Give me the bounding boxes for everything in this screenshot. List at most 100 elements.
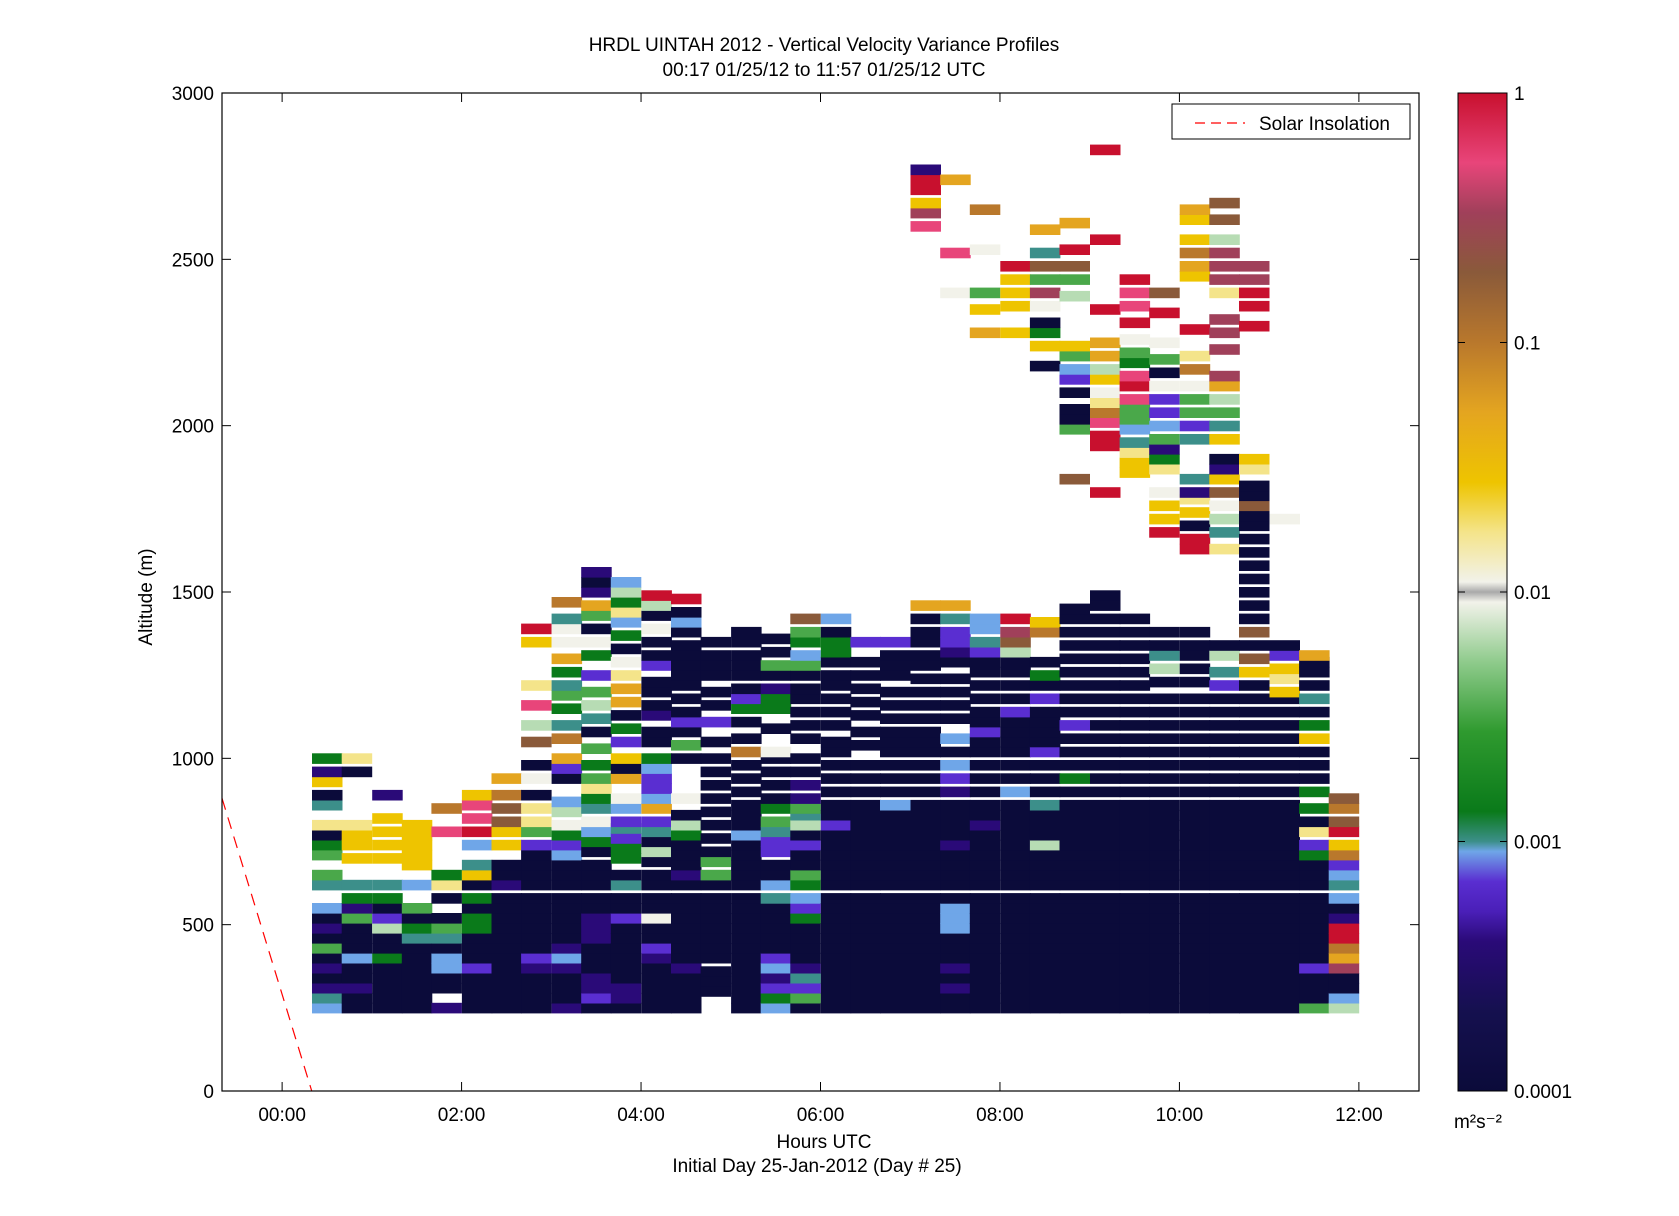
heatmap-cell <box>880 700 911 711</box>
chart-title: HRDL UINTAH 2012 - Vertical Velocity Var… <box>589 35 1060 56</box>
heatmap-cell <box>910 700 941 711</box>
heatmap-cell <box>1000 656 1031 668</box>
heatmap-cell <box>940 839 971 851</box>
heatmap-cell <box>700 856 732 868</box>
heatmap-cell <box>671 992 702 1004</box>
y-tick-label: 0 <box>203 1082 214 1103</box>
heatmap-cell <box>1119 457 1151 468</box>
heatmap-cell <box>551 1002 583 1014</box>
heatmap-cell <box>1059 992 1090 1004</box>
heatmap-cell <box>491 803 522 814</box>
heatmap-cell <box>671 617 702 628</box>
heatmap-cell <box>671 829 702 841</box>
heatmap-cell <box>431 893 462 904</box>
heatmap-cell <box>641 610 672 621</box>
heatmap-cell <box>731 893 762 904</box>
heatmap-cell <box>910 819 941 831</box>
heatmap-cell <box>521 1002 552 1014</box>
heatmap-cell <box>1299 680 1330 691</box>
heatmap-cell <box>1119 640 1151 651</box>
heatmap-cell <box>1209 799 1240 811</box>
heatmap-cell <box>1029 247 1061 259</box>
heatmap-cell <box>641 676 672 688</box>
heatmap-cell <box>790 992 821 1004</box>
heatmap-cell <box>1059 424 1090 435</box>
heatmap-cell <box>401 952 433 964</box>
heatmap-cell <box>641 879 672 891</box>
heatmap-cell <box>610 816 642 828</box>
heatmap-cell <box>940 859 971 871</box>
heatmap-cell <box>641 623 672 635</box>
heatmap-cell <box>461 826 493 838</box>
heatmap-cell <box>731 869 762 881</box>
heatmap-cell <box>1029 716 1061 728</box>
heatmap-cell <box>1149 513 1180 525</box>
heatmap-cell <box>700 806 732 818</box>
heatmap-cell <box>1000 327 1031 339</box>
heatmap-cell <box>671 809 702 821</box>
heatmap-cell <box>1209 693 1240 705</box>
heatmap-cell <box>820 706 852 718</box>
heatmap-cell <box>1179 407 1211 418</box>
heatmap-cell <box>1179 324 1211 335</box>
heatmap-cell <box>341 913 373 924</box>
heatmap-cell <box>1149 640 1180 651</box>
heatmap-cell <box>760 893 792 904</box>
heatmap-cell <box>461 972 493 984</box>
heatmap-cell <box>1179 962 1211 974</box>
heatmap-cell <box>940 613 971 625</box>
heatmap-cell <box>1209 972 1240 984</box>
heatmap-cell <box>1149 337 1180 349</box>
heatmap-cell <box>1059 414 1090 425</box>
heatmap-cell <box>940 686 971 698</box>
heatmap-cell <box>820 819 852 831</box>
heatmap-cell <box>671 706 702 718</box>
heatmap-cell <box>521 893 552 904</box>
heatmap-cell <box>969 760 1001 771</box>
heatmap-cell <box>1059 340 1090 352</box>
heatmap-cell <box>1149 463 1180 475</box>
heatmap-cell <box>1149 839 1180 851</box>
heatmap-cell <box>969 613 1001 625</box>
heatmap-cell <box>671 982 702 994</box>
heatmap-cell <box>1179 533 1211 545</box>
heatmap-cell <box>1119 437 1151 448</box>
heatmap-cell <box>341 992 373 1004</box>
heatmap-cell <box>940 673 971 685</box>
heatmap-cell <box>1149 962 1180 974</box>
heatmap-cell <box>1119 357 1151 369</box>
heatmap-cell <box>1090 903 1121 914</box>
heatmap-cell <box>461 879 493 891</box>
heatmap-cell <box>312 982 343 994</box>
heatmap-cell <box>1000 693 1031 705</box>
heatmap-cell <box>1299 933 1330 944</box>
heatmap-cell <box>1119 786 1151 798</box>
heatmap-cell <box>1090 879 1121 891</box>
heatmap-cell <box>372 893 403 904</box>
heatmap-cell <box>1090 992 1121 1004</box>
heatmap-cell <box>1239 923 1270 934</box>
heatmap-cell <box>1179 746 1211 758</box>
heatmap-cell <box>1179 819 1211 831</box>
heatmap-cell <box>820 693 852 705</box>
heatmap-cell <box>940 600 971 611</box>
heatmap-cell <box>820 943 852 954</box>
heatmap-cell <box>1149 859 1180 871</box>
heatmap-cell <box>461 943 493 954</box>
heatmap-cell <box>641 943 672 954</box>
heatmap-cell <box>1059 962 1090 974</box>
heatmap-cell <box>1179 879 1211 891</box>
heatmap-cell <box>880 903 911 914</box>
heatmap-cell <box>641 650 672 661</box>
heatmap-cell <box>551 720 583 731</box>
heatmap-cell <box>731 799 762 811</box>
colorbar-tick-label: 1 <box>1514 84 1525 105</box>
heatmap-cell <box>940 733 971 744</box>
heatmap-cell <box>521 816 552 828</box>
heatmap-cell <box>1059 680 1090 691</box>
heatmap-cell <box>1000 809 1031 821</box>
heatmap-cell <box>940 174 971 186</box>
heatmap-cell <box>940 713 971 724</box>
heatmap-cell <box>1299 849 1330 861</box>
heatmap-cell <box>581 962 612 974</box>
